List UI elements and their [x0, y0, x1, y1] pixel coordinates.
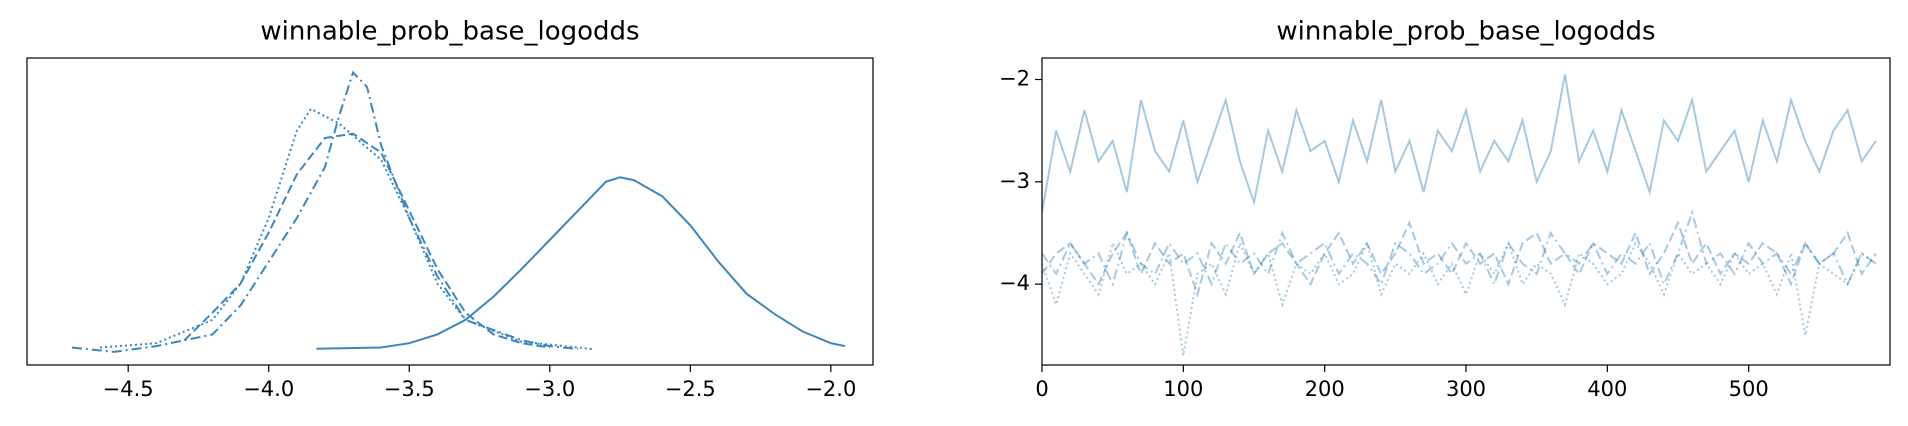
x-tick-label: −2.5 — [665, 377, 716, 401]
axes-frame — [26, 57, 874, 366]
x-tick-label: 200 — [1305, 377, 1345, 401]
x-tick-label: −4.0 — [243, 377, 294, 401]
lines — [71, 70, 846, 353]
plot-area — [71, 70, 846, 353]
series-line — [100, 107, 593, 350]
series-line — [183, 132, 550, 349]
axes-frame — [1041, 57, 1891, 366]
series-line — [1042, 209, 1877, 288]
x-tick-label: −4.5 — [103, 377, 154, 401]
plot-area — [1042, 74, 1877, 356]
x-tick-label: 0 — [1035, 377, 1048, 401]
y-tick-label: −3 — [999, 169, 1030, 193]
x-tick-label: −3.5 — [384, 377, 435, 401]
chart-title: winnable_prob_base_logodds — [1276, 17, 1655, 47]
series-line — [1042, 220, 1877, 298]
series-line — [71, 70, 578, 353]
series-line — [316, 176, 846, 350]
x-tick-label: −2.0 — [805, 377, 856, 401]
x-tick-label: 100 — [1163, 377, 1203, 401]
series-line — [1042, 74, 1877, 213]
y-tick-label: −4 — [999, 271, 1030, 295]
series-line — [1042, 240, 1877, 356]
x-tick-label: 400 — [1587, 377, 1627, 401]
x-tick-label: −3.0 — [524, 377, 575, 401]
lines — [1042, 74, 1877, 356]
chart-title: winnable_prob_base_logodds — [260, 17, 639, 47]
x-tick-label: 300 — [1446, 377, 1486, 401]
x-tick-label: 500 — [1729, 377, 1769, 401]
y-tick-label: −2 — [999, 66, 1030, 90]
